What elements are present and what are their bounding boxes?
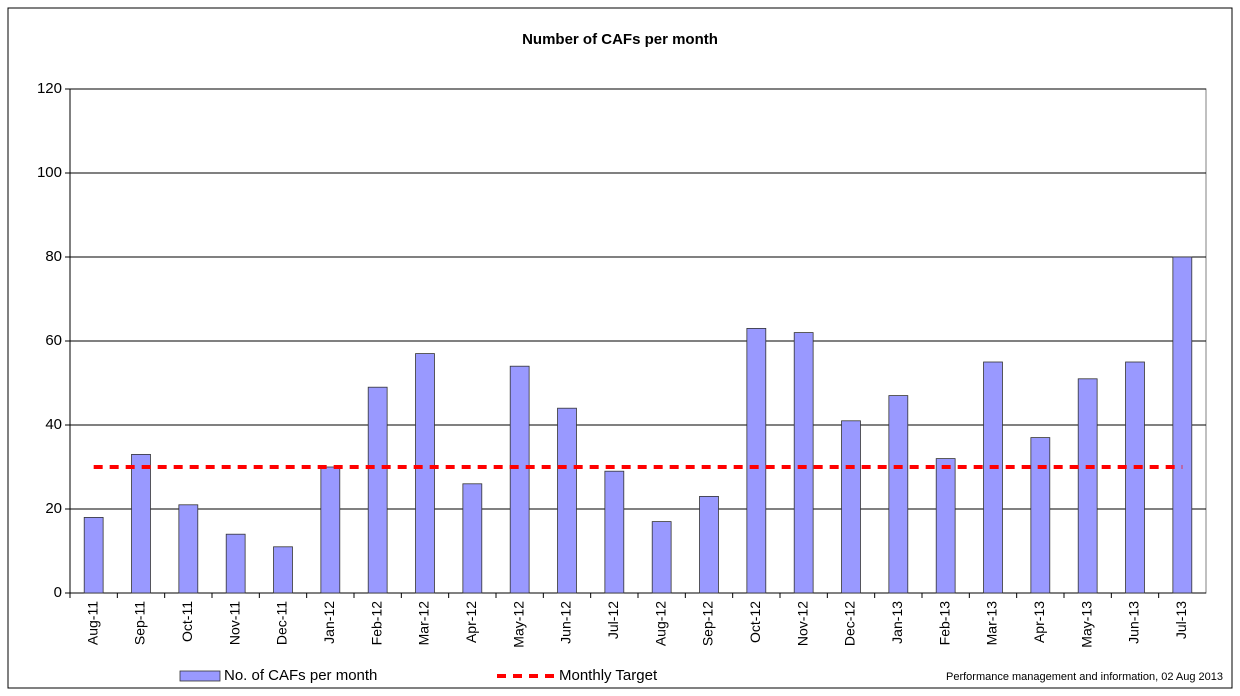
y-tick-label: 100 (37, 164, 62, 181)
x-tick-label: Apr-13 (1031, 601, 1047, 643)
x-tick-label: Jul-12 (605, 601, 621, 639)
x-tick-label: Feb-12 (368, 601, 384, 646)
x-tick-label: Apr-12 (463, 601, 479, 643)
x-tick-label: May-12 (510, 601, 526, 648)
x-tick-label: Jun-12 (558, 601, 574, 644)
x-tick-label: Jan-13 (889, 601, 905, 644)
bar (651, 521, 672, 594)
y-tick-label: 40 (45, 416, 62, 433)
x-tick-label: Feb-13 (936, 601, 952, 646)
x-tick-label: May-13 (1078, 601, 1094, 648)
bar (699, 495, 719, 594)
bar (557, 407, 577, 594)
bar (178, 504, 199, 594)
bar (131, 453, 151, 594)
bar (793, 332, 814, 594)
legend-swatch (179, 670, 221, 682)
y-tick-label: 0 (54, 584, 62, 601)
bar (983, 361, 1003, 594)
x-tick-label: Dec-11 (274, 601, 290, 645)
bar (462, 483, 483, 594)
x-tick-label: Mar-12 (416, 601, 432, 646)
bar (415, 353, 435, 594)
annotation: Performance management and information, … (946, 671, 1223, 683)
bar (273, 546, 293, 594)
bar (888, 395, 909, 594)
legend-label: No. of CAFs per month (224, 667, 377, 684)
bar (604, 470, 625, 594)
x-tick-label: Nov-11 (226, 601, 242, 645)
x-tick-label: Jun-13 (1126, 601, 1142, 644)
bar (746, 327, 767, 594)
y-tick-label: 120 (37, 80, 62, 97)
bar (320, 466, 341, 594)
x-tick-label: Jul-13 (1173, 601, 1189, 639)
legend-label: Monthly Target (559, 667, 658, 684)
bar (1125, 361, 1145, 594)
x-tick-label: Dec-12 (842, 601, 858, 646)
bar (509, 365, 530, 594)
bar (1077, 378, 1098, 594)
x-tick-label: Oct-11 (179, 601, 195, 642)
bar (1030, 437, 1051, 594)
bar (935, 458, 956, 594)
chart-title: Number of CAFs per month (522, 31, 718, 48)
x-tick-label: Sep-12 (700, 601, 716, 646)
y-tick-label: 20 (45, 500, 62, 517)
bar (1172, 256, 1193, 594)
x-tick-label: Mar-13 (984, 601, 1000, 646)
x-tick-label: Nov-12 (794, 601, 810, 646)
x-tick-label: Jan-12 (321, 601, 337, 644)
bar (367, 386, 388, 594)
y-tick-label: 80 (45, 248, 62, 265)
x-tick-label: Sep-11 (132, 601, 148, 645)
bar (841, 420, 861, 594)
bar (83, 517, 104, 594)
x-tick-label: Oct-12 (747, 601, 763, 643)
bar (225, 533, 246, 594)
y-tick-label: 60 (45, 332, 62, 349)
x-tick-label: Aug-11 (84, 601, 100, 645)
x-tick-label: Aug-12 (652, 601, 668, 646)
